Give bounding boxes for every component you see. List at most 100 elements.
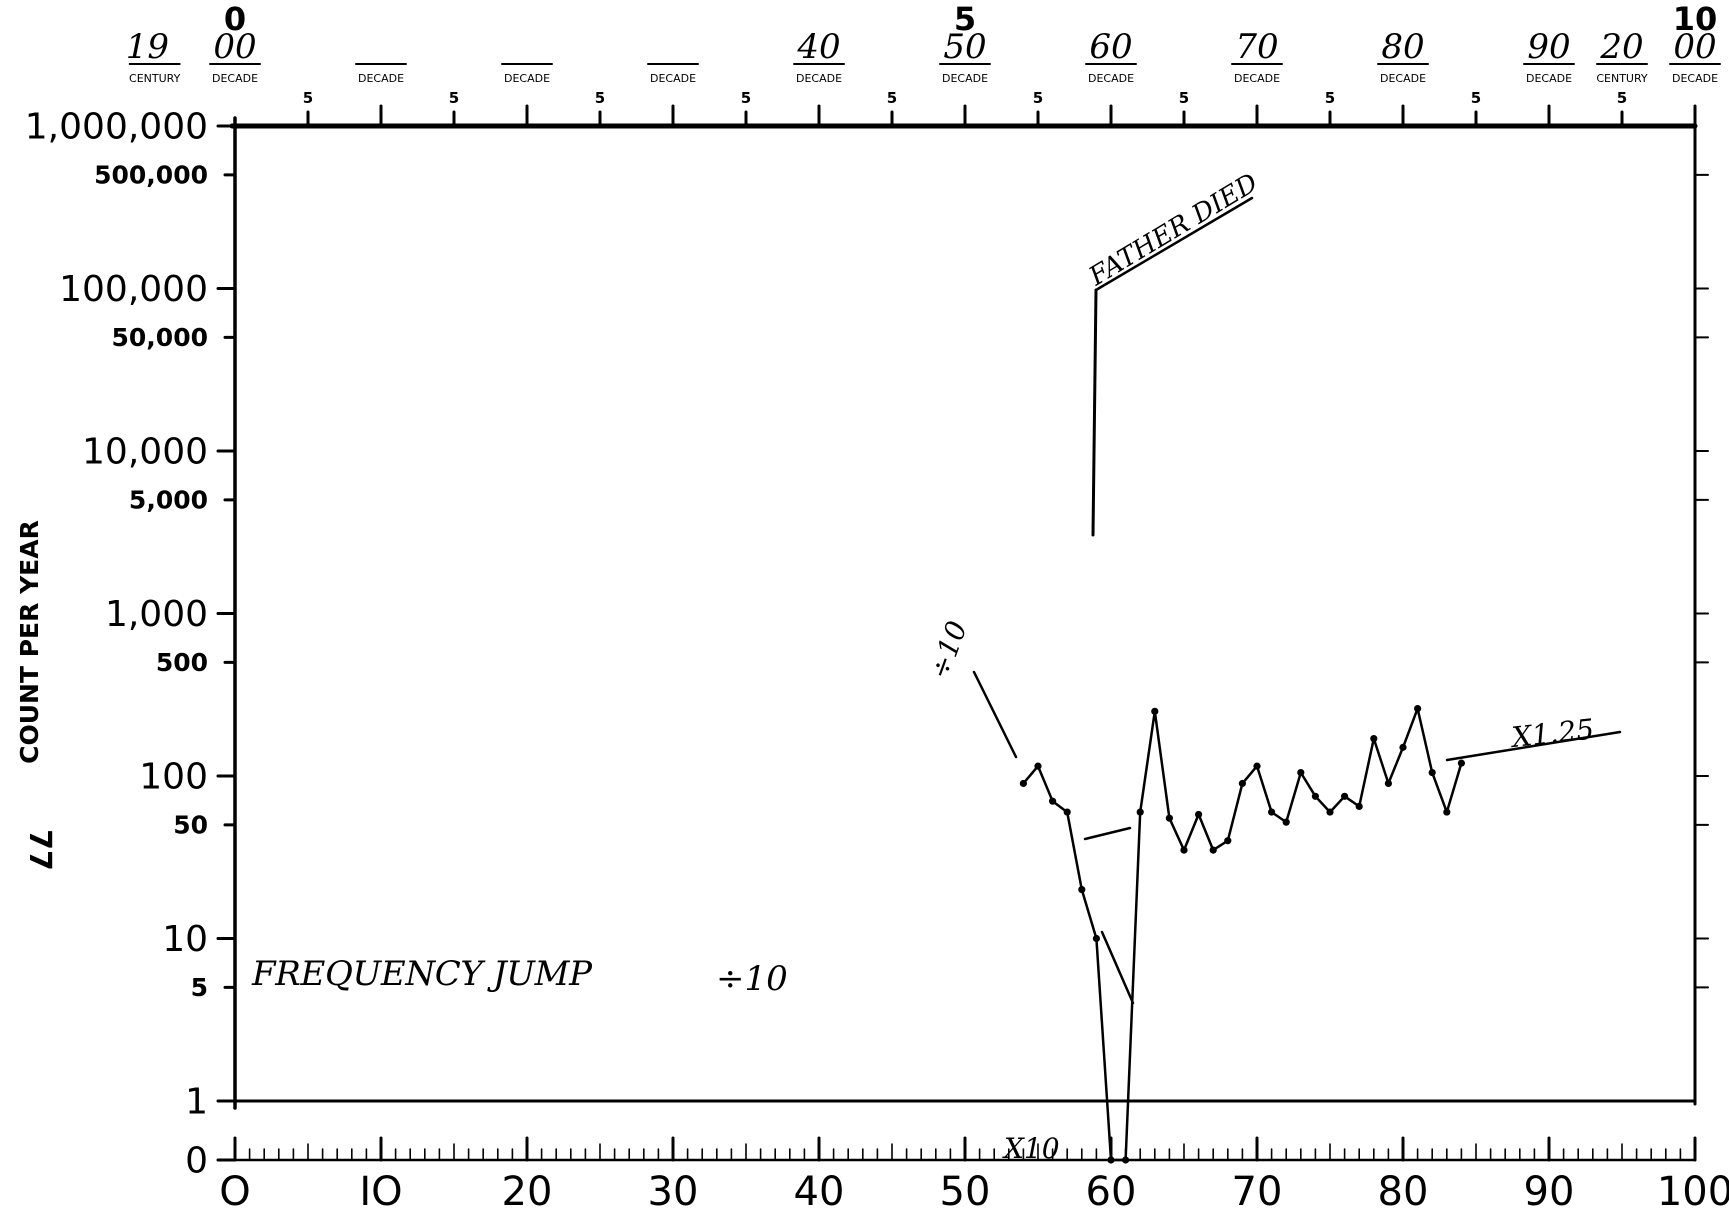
y-tick-label: 500,000 [94, 161, 208, 190]
data-point [1165, 814, 1173, 822]
top-handwritten-label: 19 [126, 27, 169, 67]
data-point [1049, 797, 1057, 805]
data-point [1151, 707, 1159, 715]
father-died-annotation: FATHER DIED [1083, 168, 1263, 293]
top-small-label: DECADE [942, 72, 988, 85]
divide-ten-vertical-annotation: ÷10 [923, 617, 974, 684]
top-five-label: 5 [1617, 89, 1627, 107]
data-point [1136, 808, 1144, 816]
data-point [1297, 768, 1305, 777]
top-big-number: 0 [224, 0, 246, 38]
x125-annotation: X1.25 [1508, 713, 1595, 755]
top-five-label: 5 [887, 89, 897, 107]
top-small-label: DECADE [1234, 72, 1280, 85]
top-big-number: 10 [1673, 0, 1718, 38]
x-tick-label: 70 [1232, 1169, 1283, 1211]
page-number: 77 [22, 829, 57, 871]
top-five-label: 5 [1033, 89, 1043, 107]
data-point [1370, 734, 1378, 743]
x-tick-label: 60 [1086, 1169, 1137, 1211]
divide-ten-slash [972, 670, 1018, 759]
series-line [1022, 707, 1463, 1162]
top-handwritten-label: 80 [1381, 27, 1424, 67]
x-tick-label: 80 [1378, 1169, 1429, 1211]
data-point [1355, 802, 1363, 811]
annotation-strokes [972, 196, 1622, 1005]
y-tick-label: 5 [191, 973, 208, 1002]
y-axis-label: COUNT PER YEAR [15, 520, 44, 764]
y-tick-label: 0 [185, 1141, 208, 1182]
data-point [1195, 810, 1203, 819]
y-tick-label: 10,000 [82, 432, 208, 473]
top-five-label: 5 [449, 89, 459, 107]
data-point [1238, 779, 1246, 788]
top-five-label: 5 [303, 89, 313, 107]
data-point [1107, 1156, 1115, 1164]
data-point [1414, 704, 1422, 713]
top-handwritten-label: 00 [1673, 27, 1716, 67]
father-died-slant-line [1094, 196, 1254, 292]
top-five-label: 5 [1179, 89, 1189, 107]
top-small-label: DECADE [212, 72, 258, 85]
top-small-label: DECADE [1526, 72, 1572, 85]
series-points [1019, 704, 1465, 1164]
top-handwritten-label: 70 [1235, 27, 1278, 67]
top-handwritten-label: 40 [796, 27, 840, 67]
data-point [1428, 768, 1436, 777]
top-small-label: DECADE [358, 72, 404, 85]
y-tick-label: 50,000 [112, 323, 208, 352]
top-handwritten-label: 00 [213, 27, 256, 67]
top-handwritten-label: 50 [943, 27, 986, 67]
data-point [1457, 759, 1465, 767]
data-point [1034, 762, 1042, 770]
x-tick-label: 20 [502, 1169, 553, 1211]
x-tick-label: 100 [1657, 1169, 1729, 1211]
data-point [1180, 846, 1188, 854]
x-tick-label: 50 [940, 1169, 991, 1211]
y-ticks: 1,000,000 500,000 100,000 50,000 10,000 5,000… [25, 107, 1709, 1182]
x-tick-label: IO [359, 1169, 402, 1211]
top-five-label: 5 [1325, 89, 1335, 107]
top-small-label: DECADE [1088, 72, 1134, 85]
data-point [1326, 808, 1334, 816]
data-point [1282, 818, 1290, 826]
y-tick-label: 100 [139, 757, 208, 798]
x-tick-label: 90 [1524, 1169, 1575, 1211]
x-ticks: O IO 20 30 40 50 60 70 80 90 100 [219, 1136, 1729, 1211]
y-tick-label: 5,000 [129, 486, 208, 515]
data-point [1443, 808, 1451, 816]
frequency-jump-annotation: FREQUENCY JUMP [251, 954, 593, 994]
data-point [1019, 779, 1027, 788]
data-point [1224, 837, 1232, 845]
top-small-label: CENTURY [129, 72, 181, 85]
dash-mark [1083, 826, 1132, 841]
top-five-label: 5 [741, 89, 751, 107]
divide-ten-annotation: ÷10 [716, 959, 788, 999]
y-tick-label: 50 [173, 811, 208, 840]
y-tick-label: 10 [162, 919, 208, 960]
top-axis: 5 5 5 5 5 5 5 5 5 5 CENTURY DECADE DECADE DECADE DECAD… [126, 0, 1721, 128]
data-point [1253, 762, 1261, 770]
data-point [1384, 779, 1392, 788]
top-handwritten-label: 90 [1527, 27, 1570, 67]
top-big-number: 5 [954, 0, 976, 38]
top-small-label: DECADE [504, 72, 550, 85]
data-point [1092, 934, 1100, 943]
data-point [1399, 743, 1407, 751]
y-tick-label: 1,000 [105, 594, 208, 635]
top-five-label: 5 [595, 89, 605, 107]
top-handwritten-label: 20 [1599, 27, 1643, 67]
x10-annotation: X10 [1002, 1132, 1060, 1165]
x-tick-label: 40 [794, 1169, 845, 1211]
data-point [1209, 846, 1217, 854]
data-point [1268, 808, 1276, 816]
y-tick-label: 1 [185, 1082, 208, 1123]
top-five-label: 5 [1471, 89, 1481, 107]
y-tick-label: 1,000,000 [25, 107, 208, 148]
father-died-vertical-line [1091, 288, 1098, 537]
data-point [1311, 792, 1319, 800]
top-small-label: DECADE [1672, 72, 1718, 85]
top-small-label: DECADE [1380, 72, 1426, 85]
data-point [1078, 885, 1086, 894]
